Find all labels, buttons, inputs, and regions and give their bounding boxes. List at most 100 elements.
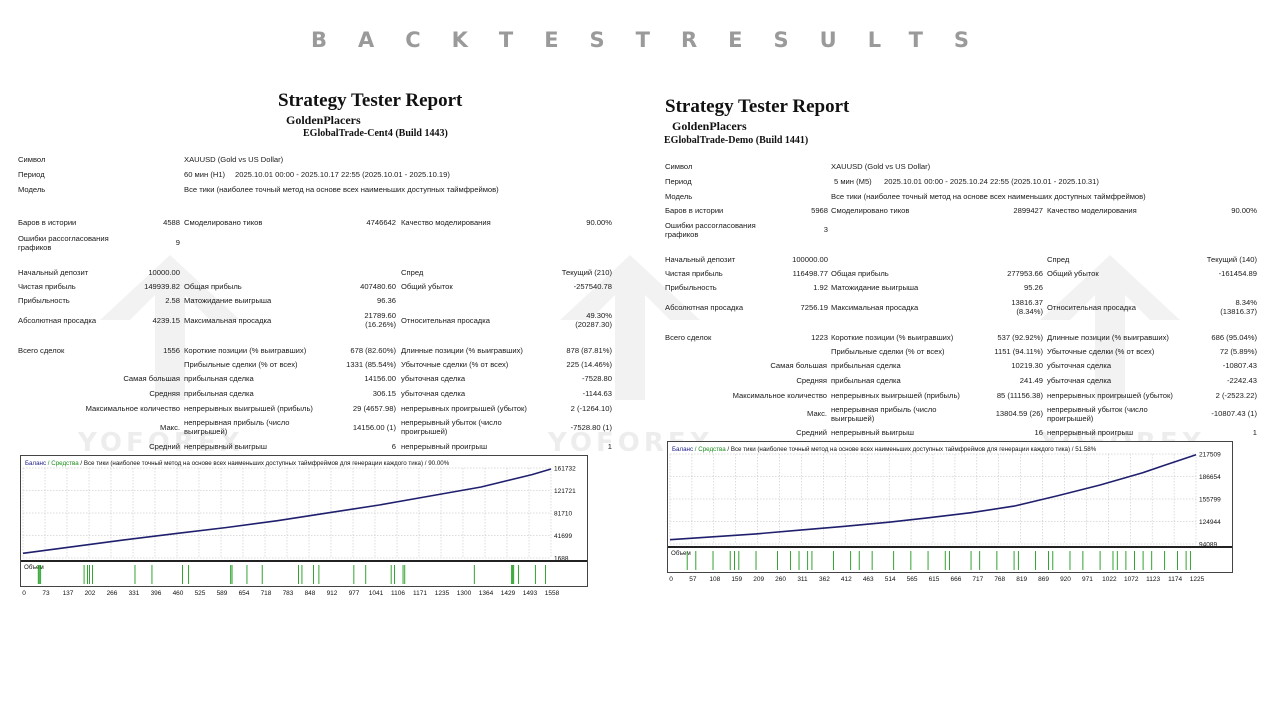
errors-value: 3 [823, 225, 828, 234]
profit-factor-value: 1.92 [813, 283, 828, 292]
x-tick-label: 0 [22, 590, 26, 597]
x-tick-label: 768 [994, 576, 1005, 583]
gross-profit-label: Общая прибыль [184, 282, 242, 291]
largest-loss-value: -7528.80 [582, 374, 612, 383]
balance-chart: Баланс / Средства / Все тики (наиболее т… [667, 441, 1233, 573]
y-tick-label: 1688 [554, 556, 569, 563]
total-trades-label: Всего сделок [665, 333, 712, 342]
largest-loss-label: убыточная сделка [1047, 361, 1112, 370]
rel-drawdown-value: 8.34% (13816.37) [1220, 298, 1257, 316]
x-tick-label: 718 [261, 590, 272, 597]
loss-trades-value: 225 (14.46%) [566, 360, 612, 369]
loss-trades-label: Убыточные сделки (% от всех) [401, 360, 509, 369]
y-tick-label: 124944 [1199, 519, 1221, 526]
x-tick-label: 666 [950, 576, 961, 583]
max-wins-value: 85 (11156.38) [996, 391, 1043, 400]
net-profit-label: Чистая прибыль [665, 269, 723, 278]
quality-label: Качество моделирования [1047, 206, 1137, 215]
x-axis: 0 57 108 159 209 260 311 362 412 463 514 565 615 666 7… [669, 576, 1204, 583]
x-tick-label: 1072 [1124, 576, 1139, 583]
expected-payoff-value: 95.26 [1023, 283, 1043, 292]
avg-profit-value: 241.49 [1019, 376, 1043, 385]
gross-loss-value: -161454.89 [1218, 269, 1257, 278]
y-tick-label: 121721 [554, 488, 576, 495]
x-tick-label: 514 [885, 576, 896, 583]
x-tick-label: 1174 [1168, 576, 1182, 583]
long-positions-value: 686 (95.04%) [1211, 333, 1257, 342]
avg-loss-label: убыточная сделка [401, 389, 466, 398]
report-account: GoldenPlacers [672, 119, 747, 133]
period-timeframe: 5 мин (M5) [834, 177, 872, 186]
max-drawdown-value: 13816.37 (8.34%) [1011, 298, 1043, 316]
avg-losses-value: 1 [607, 442, 612, 451]
model-value: Все тики (наиболее точный метод на основ… [184, 185, 499, 194]
symbol-value: XAUUSD (Gold vs US Dollar) [831, 162, 931, 171]
avg-wins-value: 6 [391, 442, 396, 451]
x-tick-label: 266 [107, 590, 118, 597]
avg-losses-label: непрерывный проигрыш [401, 442, 488, 451]
y-tick-label: 186654 [1199, 474, 1221, 481]
legend-entry: / Средства [693, 446, 726, 453]
expected-payoff-value: 96.36 [376, 296, 396, 305]
chart-legend: Баланс / Средства / Все тики (наиболее т… [25, 460, 450, 467]
ticks-label: Смоделировано тиков [184, 218, 263, 227]
net-profit-value: 149939.82 [144, 282, 180, 291]
max-loss-value: -10807.43 (1) [1211, 409, 1257, 418]
report-account: GoldenPlacers [286, 113, 361, 127]
abs-drawdown-label: Абсолютная просадка [665, 303, 744, 312]
spread-label: Спред [1047, 255, 1070, 264]
x-tick-label: 819 [1016, 576, 1027, 583]
x-tick-label: 1022 [1102, 576, 1117, 583]
gross-profit-label: Общая прибыль [831, 269, 889, 278]
errors-label: Ошибки рассогласования графиков [18, 234, 109, 252]
x-tick-label: 0 [669, 576, 673, 583]
max-profit-label: непрерывная прибыль (число выигрышей) [184, 418, 290, 436]
largest-label: Самая большая [123, 374, 180, 383]
quality-value: 90.00% [586, 218, 612, 227]
abs-drawdown-value: 4239.15 [152, 316, 180, 325]
errors-value: 9 [175, 238, 180, 247]
avg-series-label: Средний [796, 428, 827, 437]
avg-losses-label: непрерывный проигрыш [1047, 428, 1134, 437]
y-tick-label: 41699 [554, 533, 572, 540]
profit-trades-label: Прибыльные сделки (% от всех) [831, 347, 945, 356]
x-tick-label: 912 [327, 590, 338, 597]
model-label: Модель [665, 192, 693, 201]
symbol-label: Символ [18, 155, 46, 164]
x-tick-label: 783 [283, 590, 294, 597]
x-tick-label: 920 [1060, 576, 1071, 583]
rel-drawdown-value: 49.30% (20287.30) [575, 311, 612, 329]
profit-trades-label: Прибыльные сделки (% от всех) [184, 360, 298, 369]
long-positions-value: 878 (87.81%) [566, 346, 612, 355]
spread-value: Текущий (140) [1206, 255, 1257, 264]
x-axis: 0 73 137 202 266 331 396 460 525 589 654 718 783 848 9… [22, 590, 559, 597]
avg-wins-value: 16 [1034, 428, 1043, 437]
avg-profit-label: прибыльная сделка [831, 376, 901, 385]
profit-trades-value: 1331 (85.54%) [346, 360, 396, 369]
x-tick-label: 396 [151, 590, 162, 597]
avg-profit-label: прибыльная сделка [184, 389, 254, 398]
avg-loss-value: -1144.63 [582, 389, 612, 398]
largest-profit-value: 10219.30 [1011, 361, 1043, 370]
avg-wins-label: непрерывный выигрыш [184, 442, 267, 451]
avg-series-label: Средний [149, 442, 180, 451]
abs-drawdown-value: 7256.19 [800, 303, 828, 312]
x-tick-label: 331 [129, 590, 140, 597]
max-loss-label: непрерывный убыток (число проигрышей) [1047, 405, 1148, 423]
ticks-value: 4746642 [366, 218, 396, 227]
max-drawdown-label: Максимальная просадка [831, 303, 919, 312]
total-trades-label: Всего сделок [18, 346, 65, 355]
x-tick-label: 848 [305, 590, 316, 597]
report-build: EGlobalTrade-Demo (Build 1441) [664, 135, 809, 146]
max-count-label: Максимальное количество [85, 404, 180, 413]
largest-profit-label: прибыльная сделка [831, 361, 901, 370]
x-tick-label: 57 [689, 576, 697, 583]
max-count-label: Максимальное количество [732, 391, 827, 400]
gross-profit-value: 277953.66 [1007, 269, 1043, 278]
x-tick-label: 260 [775, 576, 786, 583]
max-losses-label: непрерывных проигрышей (убыток) [401, 404, 527, 413]
x-tick-label: 137 [63, 590, 74, 597]
legend-entry: / Все тики (наиболее точный метод на осн… [726, 446, 1070, 453]
gross-loss-label: Общий убыток [401, 282, 453, 291]
x-tick-label: 1171 [413, 590, 427, 597]
